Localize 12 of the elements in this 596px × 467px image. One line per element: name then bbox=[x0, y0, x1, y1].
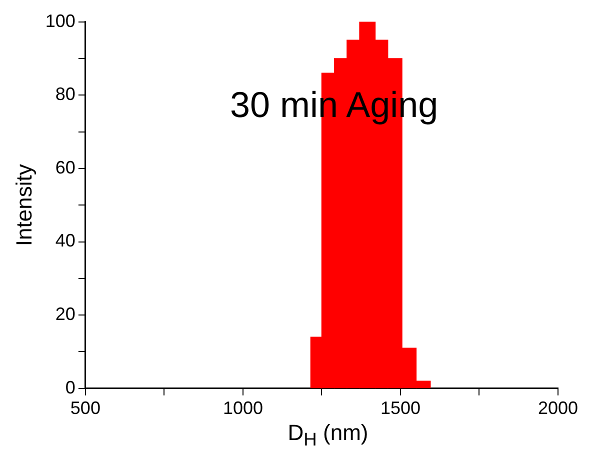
x-tick-label: 1000 bbox=[222, 398, 263, 418]
y-axis-title: Intensity bbox=[11, 164, 36, 246]
y-tick-label: 40 bbox=[55, 230, 76, 251]
x-tick-label: 500 bbox=[70, 398, 100, 418]
x-axis-title: D$_{H}$ (nm) bbox=[286, 420, 370, 450]
y-tick-label: 100 bbox=[45, 10, 76, 31]
y-tick-label: 0 bbox=[65, 377, 76, 398]
x-tick-label: 1500 bbox=[380, 398, 420, 418]
y-tick-label: 80 bbox=[55, 84, 76, 104]
y-tick-label: 60 bbox=[55, 157, 76, 178]
x-tick-label: 2000 bbox=[538, 398, 578, 418]
y-tick-label: 20 bbox=[55, 304, 76, 324]
